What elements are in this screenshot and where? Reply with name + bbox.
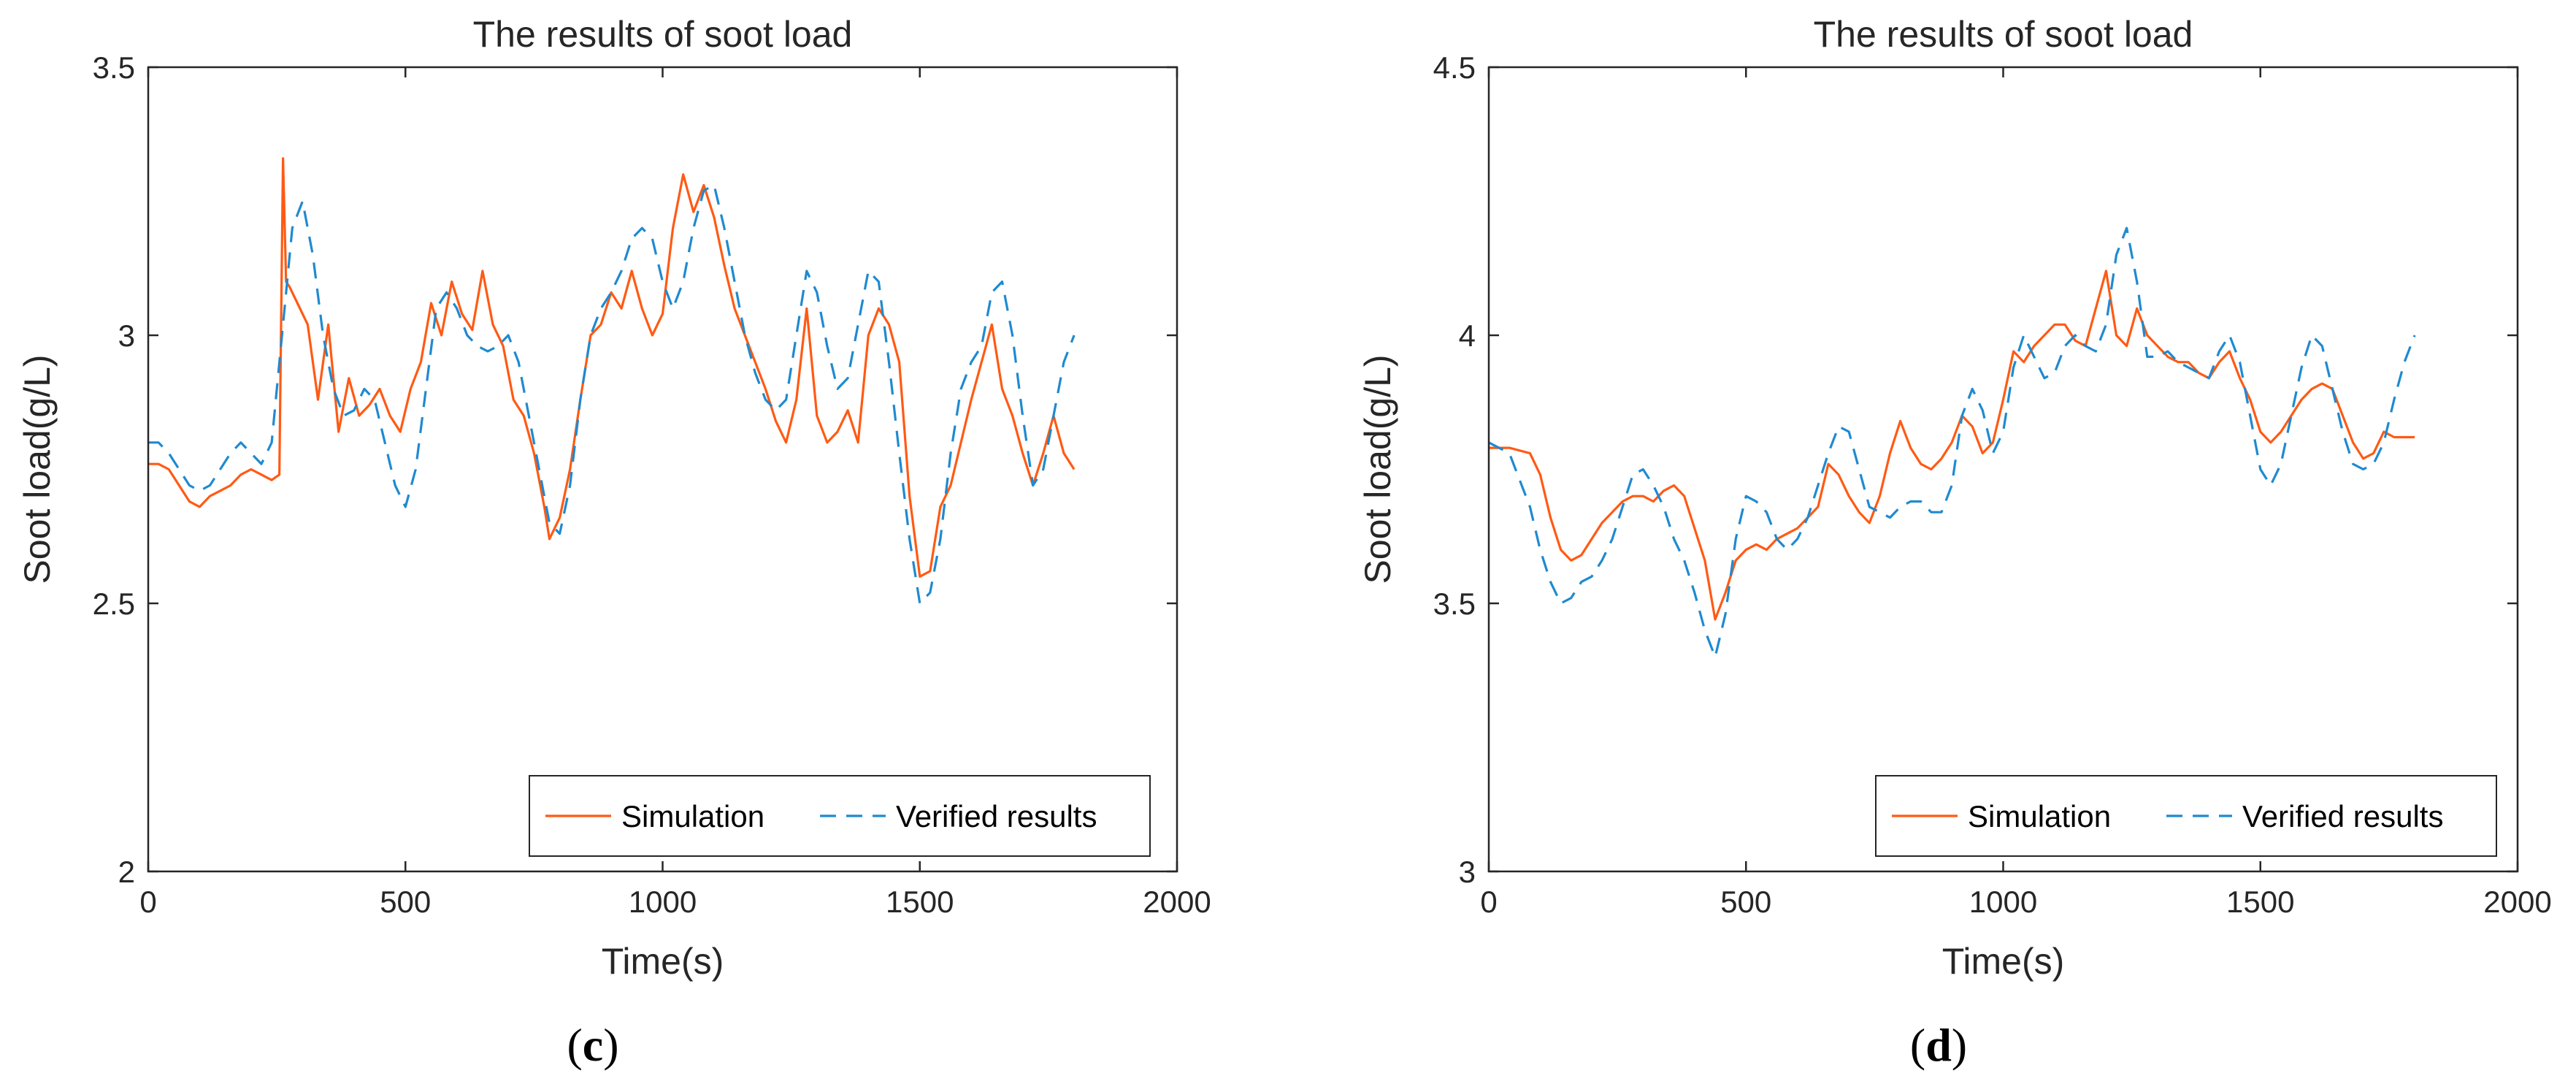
panel-label-open: (	[567, 1019, 582, 1071]
x-tick-label: 1500	[2226, 885, 2294, 919]
y-axis-label: Soot load(g/L)	[1357, 354, 1398, 584]
x-tick-label: 500	[380, 885, 431, 919]
y-tick-label: 2	[118, 855, 135, 889]
x-tick-label: 2000	[2483, 885, 2551, 919]
legend-label-verified-results: Verified results	[2242, 799, 2443, 833]
x-tick-label: 500	[1720, 885, 1771, 919]
panel-label-close: )	[603, 1019, 618, 1071]
panel-label-letter: d	[1925, 1019, 1952, 1071]
y-tick-label: 3	[1459, 855, 1476, 889]
panel-label-letter: c	[583, 1019, 603, 1071]
legend-box	[529, 775, 1151, 857]
y-tick-label: 4	[1459, 318, 1476, 353]
legend-box	[1875, 775, 2497, 857]
plot-area	[148, 67, 1177, 871]
legend-label-verified-results: Verified results	[896, 799, 1097, 833]
panel-label-close: )	[1952, 1019, 1967, 1071]
panel-label: (c)	[567, 1019, 618, 1071]
legend-label-simulation: Simulation	[1968, 799, 2111, 833]
x-tick-label: 1000	[1969, 885, 2037, 919]
y-tick-label: 4.5	[1433, 50, 1476, 85]
legend: Simulation Verified results	[1875, 775, 2497, 857]
chart-title: The results of soot load	[473, 14, 853, 55]
y-tick-label: 3.5	[93, 50, 135, 85]
chart-panel-d: 0 500 1000 1500 2000 3 3.5 4 4.5 The results of s…	[1357, 14, 2552, 1071]
chart-panel-c: 0 500 1000 1500 2000 2 2.5 3 3.5 The results of s…	[17, 14, 1211, 1071]
y-tick-label: 3	[118, 318, 135, 353]
chart-title: The results of soot load	[1814, 14, 2193, 55]
x-tick-label: 2000	[1143, 885, 1211, 919]
y-tick-label: 3.5	[1433, 587, 1476, 621]
legend-label-simulation: Simulation	[621, 799, 764, 833]
panel-label-open: (	[1910, 1019, 1925, 1071]
x-tick-label: 0	[139, 885, 156, 919]
legend: Simulation Verified results	[529, 775, 1151, 857]
x-axis-label: Time(s)	[602, 941, 724, 982]
panel-label: (d)	[1910, 1019, 1967, 1071]
series-line-verified-results	[1489, 226, 2416, 659]
x-tick-label: 0	[1480, 885, 1497, 919]
x-tick-label: 1000	[629, 885, 697, 919]
y-axis-label: Soot load(g/L)	[17, 354, 58, 584]
x-tick-label: 1500	[886, 885, 954, 919]
plot-area	[1489, 67, 2518, 871]
x-axis-label: Time(s)	[1942, 941, 2065, 982]
y-tick-label: 2.5	[93, 587, 135, 621]
